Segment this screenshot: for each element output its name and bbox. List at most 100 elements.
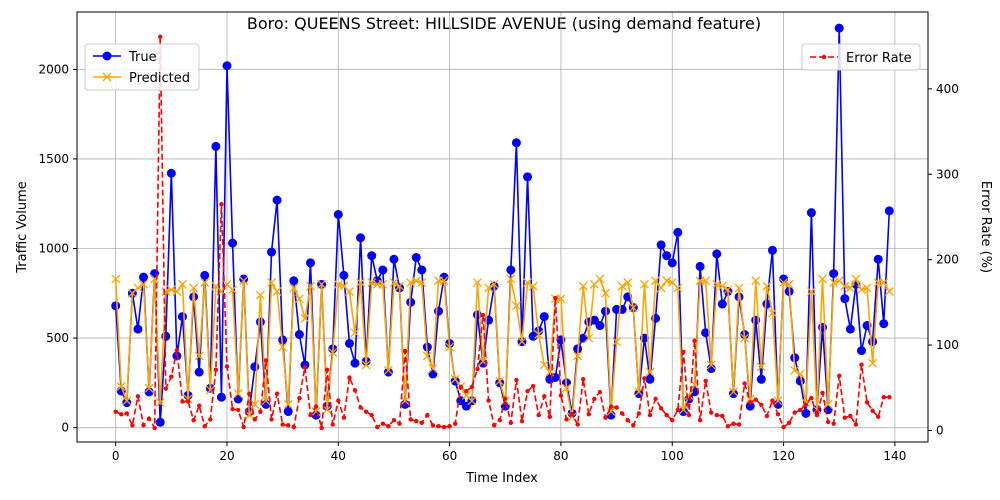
data-point bbox=[597, 389, 603, 395]
data-point bbox=[662, 276, 672, 286]
data-point bbox=[795, 369, 805, 379]
legend-right: Error Rate bbox=[801, 43, 921, 71]
data-point bbox=[411, 276, 421, 286]
data-point bbox=[809, 395, 814, 401]
legend-item: True bbox=[93, 50, 157, 65]
data-point bbox=[506, 265, 516, 275]
data-point bbox=[369, 412, 374, 418]
data-point bbox=[241, 424, 246, 430]
data-point bbox=[528, 281, 538, 291]
x-tick-label: 120 bbox=[772, 449, 795, 463]
data-point bbox=[581, 377, 586, 382]
legend-item: Predicted bbox=[93, 71, 190, 86]
data-point bbox=[601, 288, 610, 298]
data-point bbox=[308, 412, 313, 418]
right-axis: 0 100 200 300 400 bbox=[928, 82, 959, 437]
data-point bbox=[519, 418, 525, 424]
data-point bbox=[406, 297, 416, 307]
legend-marker bbox=[102, 72, 112, 82]
data-point bbox=[286, 423, 291, 428]
data-point bbox=[402, 348, 408, 354]
data-point bbox=[523, 172, 533, 182]
data-point bbox=[333, 279, 343, 289]
data-point bbox=[272, 195, 282, 205]
data-point bbox=[428, 364, 438, 374]
data-point bbox=[653, 396, 658, 402]
data-point bbox=[862, 283, 872, 293]
data-point bbox=[464, 388, 469, 394]
data-point bbox=[589, 315, 599, 325]
data-point bbox=[130, 423, 135, 428]
y-tick-label: 0 bbox=[61, 421, 69, 435]
data-point bbox=[250, 362, 260, 372]
data-point bbox=[684, 390, 694, 400]
data-point bbox=[695, 261, 705, 271]
data-point bbox=[825, 419, 831, 425]
data-point bbox=[806, 208, 816, 218]
data-point bbox=[558, 393, 564, 398]
data-point bbox=[378, 279, 388, 289]
data-point bbox=[829, 269, 839, 279]
x-axis-label: Time Index bbox=[465, 471, 538, 486]
data-point bbox=[267, 278, 276, 288]
data-point bbox=[628, 303, 638, 313]
data-point bbox=[823, 405, 833, 415]
data-point bbox=[202, 424, 207, 429]
data-point bbox=[495, 376, 505, 386]
data-point bbox=[324, 367, 330, 373]
data-point bbox=[283, 407, 293, 417]
data-point bbox=[781, 424, 786, 430]
data-point bbox=[363, 409, 369, 414]
data-point bbox=[178, 279, 187, 289]
data-point bbox=[194, 367, 204, 377]
data-point bbox=[133, 283, 143, 293]
data-point bbox=[235, 407, 241, 413]
data-point bbox=[767, 245, 777, 255]
data-point bbox=[503, 396, 508, 402]
data-point bbox=[139, 279, 148, 289]
data-point bbox=[569, 412, 575, 417]
data-point bbox=[511, 138, 521, 148]
data-point bbox=[511, 301, 521, 311]
data-point bbox=[578, 333, 588, 343]
data-point bbox=[222, 61, 232, 71]
legend-left: True Predicted bbox=[84, 43, 200, 91]
data-point bbox=[720, 413, 725, 419]
data-point bbox=[701, 328, 711, 338]
data-point bbox=[439, 276, 449, 286]
data-point bbox=[383, 367, 393, 377]
data-point bbox=[600, 306, 610, 316]
y-axis-label: Traffic Volume bbox=[15, 181, 30, 274]
data-point bbox=[469, 384, 475, 390]
data-point bbox=[667, 258, 677, 268]
data-point bbox=[857, 285, 866, 295]
data-point bbox=[859, 362, 864, 367]
data-point bbox=[252, 417, 258, 422]
data-point bbox=[539, 360, 549, 370]
data-point bbox=[419, 420, 424, 425]
data-point bbox=[595, 321, 605, 331]
data-point bbox=[239, 274, 249, 284]
data-point bbox=[480, 312, 486, 318]
data-point bbox=[497, 418, 502, 423]
data-point bbox=[111, 301, 121, 311]
data-point bbox=[775, 412, 781, 417]
data-point bbox=[681, 349, 686, 355]
data-point bbox=[645, 367, 655, 377]
data-point bbox=[773, 396, 783, 406]
data-point bbox=[556, 294, 566, 304]
y-tick-label: 500 bbox=[46, 331, 69, 345]
data-point bbox=[389, 254, 399, 264]
data-point bbox=[764, 413, 770, 419]
data-point bbox=[801, 398, 811, 408]
data-point bbox=[534, 330, 544, 339]
data-point bbox=[428, 369, 438, 379]
data-point bbox=[294, 294, 304, 304]
data-point bbox=[717, 281, 727, 291]
data-point bbox=[430, 423, 436, 428]
data-point bbox=[196, 403, 202, 408]
data-point bbox=[790, 353, 800, 363]
data-point bbox=[484, 283, 494, 293]
data-point bbox=[150, 269, 160, 279]
